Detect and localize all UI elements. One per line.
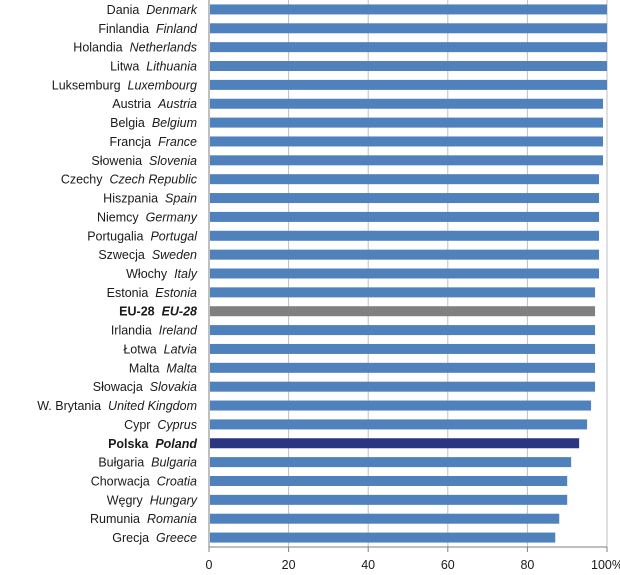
category-label: Irlandia Ireland [111, 324, 198, 338]
category-label: Dania Denmark [107, 3, 198, 17]
bar [210, 117, 604, 128]
bar [210, 532, 556, 543]
x-tick-label: 0 [206, 558, 213, 572]
category-label: Szwecja Sweden [98, 248, 197, 262]
category-label: Niemcy Germany [97, 210, 198, 224]
category-label: Węgry Hungary [107, 493, 198, 507]
category-label: Finlandia Finland [98, 22, 198, 36]
category-label: Hiszpania Spain [103, 192, 197, 206]
bar [210, 211, 600, 222]
bars [210, 4, 607, 543]
category-label: Malta Malta [129, 361, 197, 375]
bar [210, 79, 607, 90]
bar [210, 457, 572, 468]
category-label: Belgia Belgium [110, 116, 197, 130]
category-label: Chorwacja Croatia [91, 474, 197, 488]
category-label: Grecja Greece [112, 531, 197, 545]
category-label: Słowenia Slovenia [91, 154, 197, 168]
category-label: Rumunia Romania [90, 512, 197, 526]
bar [210, 343, 596, 354]
bar [210, 42, 607, 53]
category-label: Bułgaria Bulgaria [98, 456, 197, 470]
bar [210, 306, 596, 317]
category-label: EU-28 EU-28 [119, 305, 197, 319]
bar [210, 475, 568, 486]
category-label: Luksemburg Luxembourg [52, 78, 197, 92]
category-label: Austria Austria [112, 97, 197, 111]
bar [210, 61, 607, 72]
x-axis: 0 20 40 60 80 100% [206, 546, 620, 572]
x-tick-label: 80 [520, 558, 534, 572]
x-tick-label: 60 [441, 558, 455, 572]
category-label: Estonia Estonia [107, 286, 197, 300]
bar [210, 155, 604, 166]
category-label: W. Brytania United Kingdom [37, 399, 197, 413]
bar [210, 362, 596, 373]
category-label: Cypr Cyprus [124, 418, 197, 432]
category-label: Słowacja Slovakia [93, 380, 197, 394]
bar [210, 230, 600, 241]
bar [210, 193, 600, 204]
bar [210, 381, 596, 392]
bar [210, 268, 600, 279]
category-label: Portugalia Portugal [87, 229, 198, 243]
category-label: Holandia Netherlands [73, 41, 197, 55]
category-labels: Dania Denmark Finlandia Finland Holandia N… [37, 3, 198, 545]
bar [210, 438, 580, 449]
x-tick-label: 20 [282, 558, 296, 572]
bar [210, 249, 600, 260]
bar [210, 419, 588, 430]
bar [210, 400, 592, 411]
category-label: Francja France [109, 135, 197, 149]
x-tick-label: 40 [361, 558, 375, 572]
category-label: Czechy Czech Republic [61, 173, 198, 187]
bar [210, 136, 604, 147]
bar [210, 287, 596, 298]
category-label: Łotwa Latvia [123, 342, 197, 356]
bar [210, 174, 600, 185]
category-label: Polska Poland [108, 437, 197, 451]
category-label: Włochy Italy [126, 267, 198, 281]
bar [210, 4, 607, 15]
category-label: Litwa Lithuania [110, 60, 197, 74]
bar [210, 325, 596, 336]
bar [210, 23, 607, 34]
x-tick-label: 100% [591, 558, 620, 572]
bar [210, 98, 604, 109]
bar [210, 494, 568, 505]
bar [210, 513, 560, 524]
